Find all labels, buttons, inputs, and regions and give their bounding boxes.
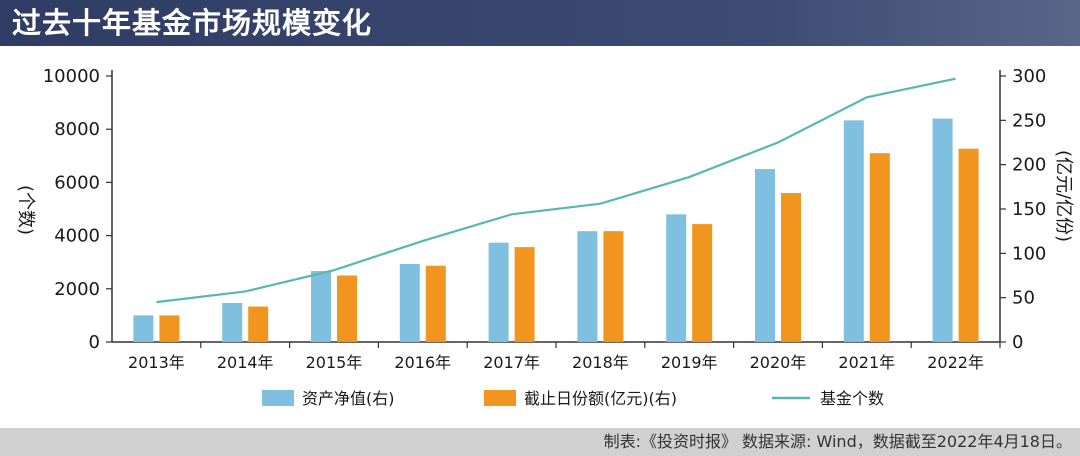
bar-shares <box>958 148 979 342</box>
y-right-axis-label: (亿元/亿份) <box>1053 150 1074 242</box>
footer-source: 制表:《投资时报》 数据来源: Wind，数据截至2022年4月18日。 <box>603 432 1072 451</box>
bar-net-asset <box>311 271 331 342</box>
bar-net-asset <box>666 214 687 342</box>
bar-shares <box>781 193 801 342</box>
chart-title: 过去十年基金市场规模变化 <box>12 6 373 40</box>
bar-shares <box>869 153 890 342</box>
legend-label-net-asset: 资产净值(右) <box>302 389 395 408</box>
chart-svg: 0 2000 4000 6000 8000 10000 0 50 100 150 200 250 300… <box>15 66 1074 408</box>
x-tick-label: 2015年 <box>306 353 363 372</box>
x-tick-label: 2017年 <box>483 353 540 372</box>
y-right-tick-label: 200 <box>1012 155 1046 176</box>
y-right-tick-label: 250 <box>1012 110 1046 131</box>
footer-bar: 制表:《投资时报》 数据来源: Wind，数据截至2022年4月18日。 <box>0 428 1080 456</box>
y-right-tick-label: 150 <box>1012 199 1046 220</box>
y-left-tick-label: 6000 <box>54 172 100 193</box>
y-left-tick-label: 0 <box>89 332 100 353</box>
y-right-tick-label: 100 <box>1012 243 1046 264</box>
bar-net-asset <box>932 118 953 342</box>
y-left-axis-label: (个数) <box>15 185 36 235</box>
line-fund-count <box>156 77 956 304</box>
x-tick-label: 2020年 <box>750 353 807 372</box>
legend-label-shares: 截止日份额(亿元)(右) <box>524 389 677 408</box>
bar-shares <box>603 231 624 342</box>
bar-net-asset <box>133 315 154 342</box>
bar-shares <box>337 275 357 342</box>
y-left-tick-label: 2000 <box>54 279 100 300</box>
bar-net-asset <box>755 169 775 342</box>
x-tick-label: 2013年 <box>128 353 185 372</box>
x-tick-label: 2018年 <box>572 353 629 372</box>
x-tick-label: 2019年 <box>661 353 718 372</box>
y-left-tick-label: 10000 <box>43 66 100 87</box>
bar-shares <box>425 265 446 342</box>
x-tick-label: 2016年 <box>394 353 451 372</box>
bar-net-asset <box>843 120 864 342</box>
y-right-tick-label: 300 <box>1012 66 1046 87</box>
legend-swatch-shares <box>484 390 516 406</box>
y-left-tick-label: 4000 <box>54 226 100 247</box>
bar-net-asset <box>222 302 243 342</box>
x-tick-label: 2022年 <box>927 353 984 372</box>
x-tick-label: 2021年 <box>838 353 895 372</box>
y-right-tick-label: 50 <box>1012 288 1035 309</box>
title-bar: 过去十年基金市场规模变化 <box>0 0 1080 46</box>
bar-net-asset <box>399 263 420 342</box>
bar-net-asset <box>577 231 598 342</box>
y-right-tick-label: 0 <box>1012 332 1023 353</box>
legend-label-fund-count: 基金个数 <box>820 389 884 408</box>
y-left-tick-label: 8000 <box>54 119 100 140</box>
bar-shares <box>692 224 713 342</box>
legend-swatch-net-asset <box>262 390 294 406</box>
bar-shares <box>514 247 535 342</box>
bar-shares <box>159 315 180 342</box>
bar-shares <box>248 306 269 342</box>
x-tick-label: 2014年 <box>217 353 274 372</box>
bar-net-asset <box>488 242 509 342</box>
